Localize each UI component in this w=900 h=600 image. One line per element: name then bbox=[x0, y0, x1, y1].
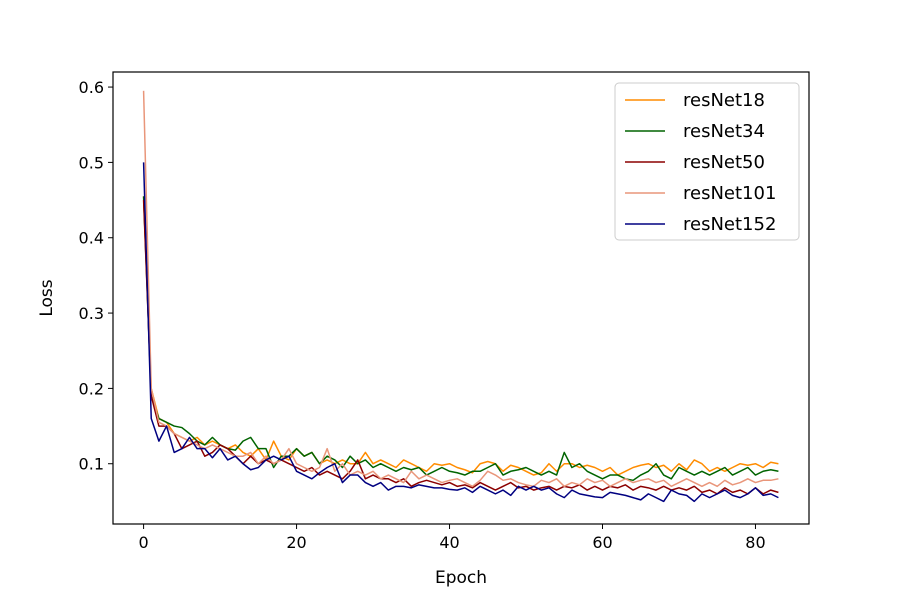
legend: resNet18 resNet34 resNet50 resNet101 resNet1… bbox=[614, 82, 800, 241]
x-tick-label: 0 bbox=[138, 533, 148, 552]
y-tick-label: 0.1 bbox=[79, 455, 104, 474]
legend-box bbox=[614, 82, 800, 241]
x-axis: 0 20 40 60 80 bbox=[138, 524, 766, 552]
legend-label-resNet50: resNet50 bbox=[683, 152, 765, 173]
y-tick-label: 0.4 bbox=[79, 229, 104, 248]
legend-label-resNet34: resNet34 bbox=[683, 121, 765, 142]
y-tick-label: 0.6 bbox=[79, 78, 104, 97]
legend-label-resNet101: resNet101 bbox=[683, 183, 776, 204]
x-tick-label: 40 bbox=[439, 533, 459, 552]
y-axis: 0.1 0.2 0.3 0.4 0.5 0.6 bbox=[79, 78, 113, 474]
series-layer bbox=[142, 90, 779, 503]
x-tick-label: 20 bbox=[286, 533, 306, 552]
y-tick-label: 0.3 bbox=[79, 304, 104, 323]
x-tick-label: 60 bbox=[592, 533, 612, 552]
x-axis-label: Epoch bbox=[435, 568, 487, 588]
plot-frame bbox=[112, 71, 810, 525]
legend-label-resNet152: resNet152 bbox=[683, 214, 776, 235]
series-line-resNet152 bbox=[142, 162, 779, 503]
y-tick-label: 0.2 bbox=[79, 379, 104, 398]
series-line-resNet34 bbox=[142, 196, 779, 482]
series-line-resNet50 bbox=[142, 200, 779, 495]
y-axis-label: Loss bbox=[37, 279, 57, 316]
legend-label-resNet18: resNet18 bbox=[683, 90, 765, 111]
series-line-resNet18 bbox=[142, 196, 779, 476]
y-tick-label: 0.5 bbox=[79, 153, 104, 172]
x-tick-label: 80 bbox=[745, 533, 765, 552]
series-line-resNet101 bbox=[142, 90, 779, 488]
